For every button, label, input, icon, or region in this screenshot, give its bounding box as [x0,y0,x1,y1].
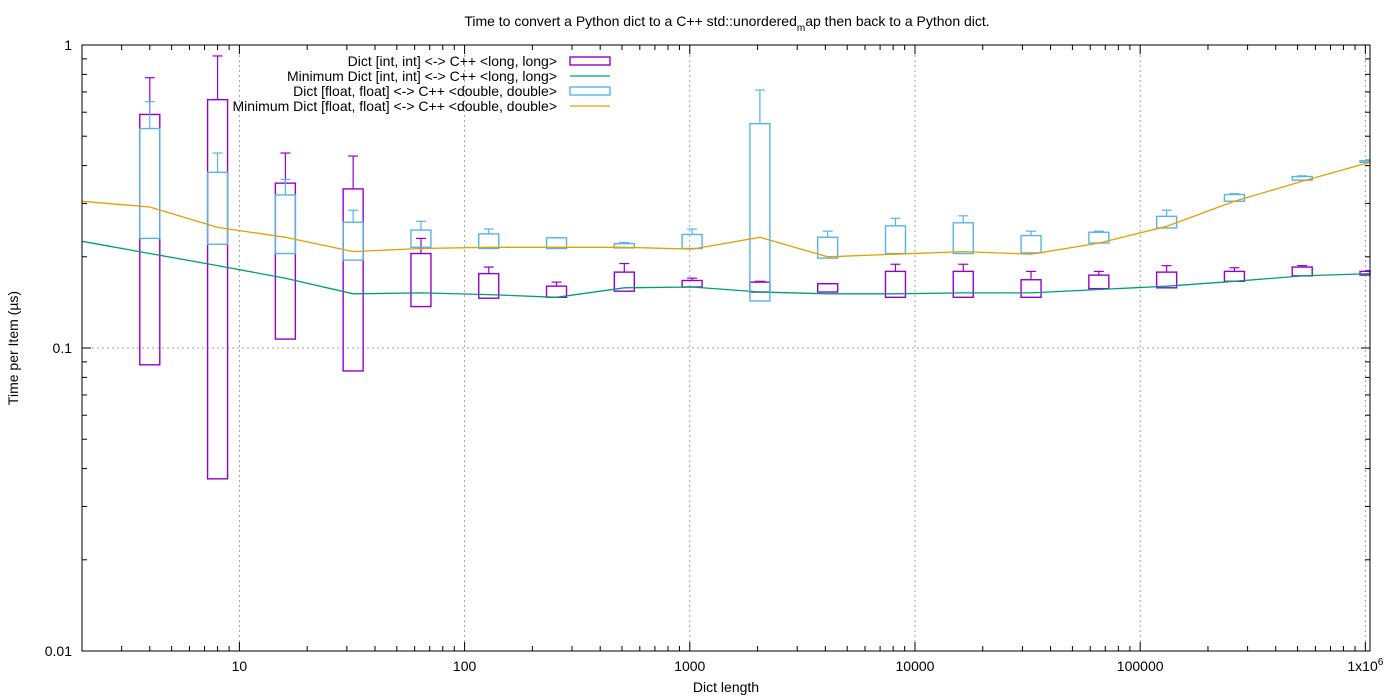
x-axis-label: Dict length [693,679,759,695]
x-tick-label: 10 [232,658,248,674]
x-tick-label: 100000 [1117,658,1164,674]
y-tick-label: 0.01 [45,643,72,659]
legend-label: Minimum Dict [float, float] <-> C++ <dou… [232,98,557,114]
box-mark [342,221,364,261]
box-mark [1020,279,1042,299]
box-mark [952,222,974,255]
box-mark [1223,270,1246,283]
legend-label: Dict [int, int] <-> C++ <long, long> [348,53,557,69]
axis-ticks: 10 100 1000 10000 100000 1x106 1 0.1 0.01 [45,37,1384,674]
box-mark [410,252,432,308]
box-mark [139,127,161,240]
chart-title-part1: Time to convert a Python dict to a C++ s… [464,13,797,29]
legend-swatch [569,56,611,66]
box-mark [1223,193,1246,202]
legend-label: Minimum Dict [int, int] <-> C++ <long, l… [287,68,557,84]
box-mark [1291,266,1313,277]
box-mark [545,285,568,299]
plot-border [81,44,1371,652]
chart-title: Time to convert a Python dict to a C++ s… [464,13,989,34]
legend: Dict [int, int] <-> C++ <long, long>Mini… [232,53,611,114]
box-mark [884,225,907,255]
box-mark [681,279,703,288]
series-line [81,161,1371,258]
y-axis-label: Time per Item (µs) [5,291,21,405]
x-tick-label: 1000 [674,658,705,674]
series-line [81,240,1371,298]
x-tick-label: 100 [453,658,477,674]
y-tick-label: 0.1 [53,340,73,356]
box-mark [681,233,703,250]
box-mark [816,283,839,293]
y-tick-label: 1 [64,37,72,53]
x-tick-label: 10000 [896,658,935,674]
box-mark [1088,274,1110,290]
grid-lines [82,45,1370,651]
box-mark [749,281,771,293]
box-mark [274,182,297,340]
chart-title-part2: ap then back to a Python dict. [805,13,989,29]
box-mark [206,171,229,245]
box-mark [274,194,297,255]
box-mark [139,113,161,366]
box-mark [1020,234,1042,254]
legend-swatch [569,86,611,96]
x-tick-label: 1x106 [1347,657,1383,674]
legend-label: Dict [float, float] <-> C++ <double, dou… [293,83,557,99]
box-mark [749,122,771,302]
plot-series [81,55,1371,480]
chart-title-subscript: m [797,23,805,34]
box-mark [478,233,500,250]
